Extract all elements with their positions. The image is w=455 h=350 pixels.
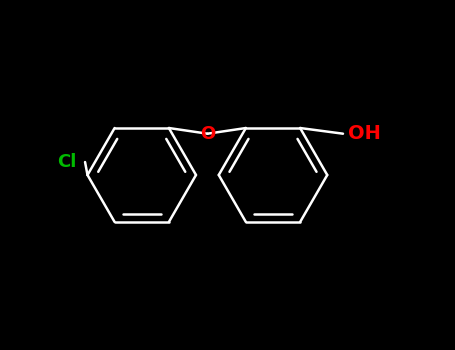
Text: O: O [200,125,215,143]
Text: OH: OH [348,124,381,143]
Text: Cl: Cl [57,153,76,171]
